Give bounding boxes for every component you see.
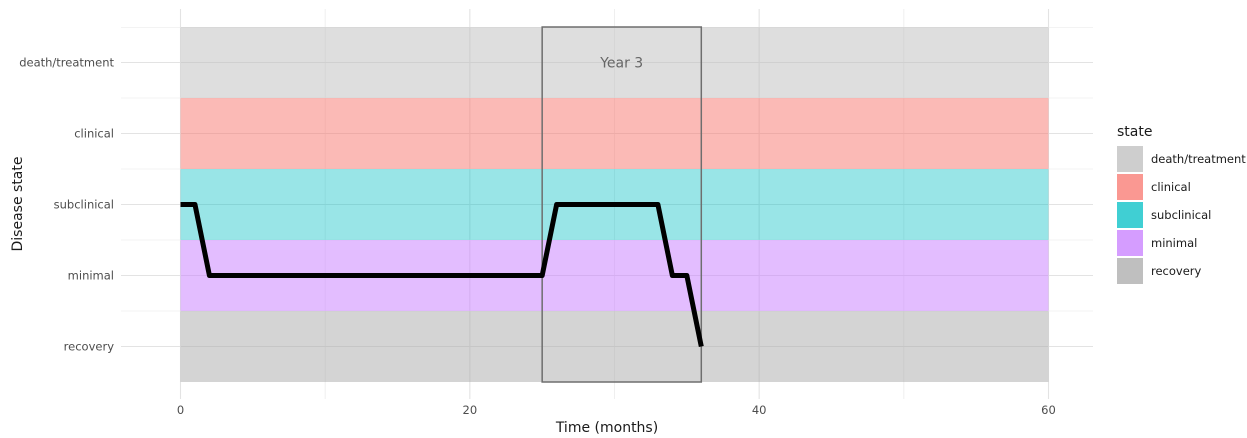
annotation-box	[541, 26, 703, 383]
x-tick-label: 40	[752, 403, 767, 417]
legend-label: recovery	[1151, 264, 1202, 278]
legend-key	[1117, 258, 1143, 284]
x-tick-labels: 0 20 40 60	[177, 403, 1056, 417]
band-recovery	[180, 311, 1049, 382]
trajectory-line	[180, 202, 704, 347]
legend-label: clinical	[1151, 180, 1191, 194]
legend-key	[1117, 202, 1143, 228]
legend-label: subclinical	[1151, 208, 1211, 222]
legend-key	[1117, 146, 1143, 172]
x-tick-label: 0	[177, 403, 184, 417]
state-trajectory	[180, 202, 704, 347]
y-axis-title: Disease state	[10, 157, 26, 252]
x-tick-label: 60	[1041, 403, 1056, 417]
annotation-label: Year 3	[599, 56, 643, 72]
y-tick-label: subclinical	[54, 198, 114, 212]
x-axis-title: Time (months)	[555, 420, 658, 436]
y-tick-labels: death/treatment clinical subclinical minima…	[19, 56, 114, 354]
y-tick-label: minimal	[68, 269, 114, 283]
legend-key	[1117, 174, 1143, 200]
band-clinical	[180, 98, 1049, 169]
legend-title: state	[1117, 124, 1152, 140]
legend: state death/treatment clinical subclinical…	[1117, 124, 1246, 284]
y-tick-label: death/treatment	[19, 56, 114, 70]
y-tick-label: recovery	[64, 340, 115, 354]
legend-label: death/treatment	[1151, 152, 1246, 166]
y-tick-label: clinical	[74, 127, 114, 141]
legend-key	[1117, 230, 1143, 256]
band-death-treatment	[180, 27, 1049, 98]
year-annotation: Year 3	[541, 26, 703, 383]
x-tick-label: 20	[463, 403, 478, 417]
legend-label: minimal	[1151, 236, 1197, 250]
